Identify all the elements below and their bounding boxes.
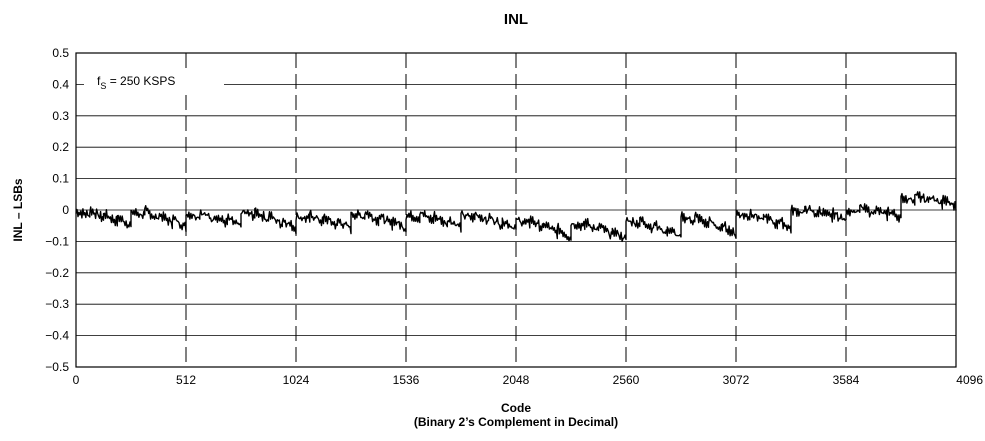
y-tick-label: 0.2 [52,140,69,154]
sample-rate-annotation: fS = 250 KSPS [97,74,175,91]
annotation-background [84,72,224,90]
x-tick-label: 2048 [503,373,530,387]
x-tick-label: 3072 [723,373,750,387]
y-tick-labels: 0.5 0.4 0.3 0.2 0.1 0 −0.1 −0.2 −0.3 −0.4 −0.5 [45,46,69,374]
inl-series-line [75,191,957,243]
y-tick-label: 0.3 [52,109,69,123]
y-tick-label: −0.2 [45,266,69,280]
y-tick-label: −0.4 [45,329,69,343]
grid-lines [76,53,956,367]
x-tick-label: 1024 [283,373,310,387]
x-tick-label: 3584 [833,373,860,387]
x-tick-label: 4096 [956,373,983,387]
x-tick-label: 512 [176,373,196,387]
y-tick-label: 0.5 [52,46,69,60]
x-tick-label: 1536 [393,373,420,387]
y-tick-label: 0 [62,203,69,217]
y-tick-label: 0.4 [52,77,69,91]
y-tick-label: −0.5 [45,360,69,374]
y-tick-label: 0.1 [52,172,69,186]
y-tick-label: −0.1 [45,234,69,248]
y-axis-title: INL – LSBs [11,178,25,241]
x-tick-label: 0 [73,373,80,387]
chart-title: INL [504,11,528,28]
x-tick-label: 2560 [613,373,640,387]
x-axis-title: Code [501,401,531,415]
y-tick-label: −0.3 [45,297,69,311]
x-tick-labels: 0 512 1024 1536 2048 2560 3072 3584 4096 [73,373,984,387]
x-axis-subtitle: (Binary 2’s Complement in Decimal) [414,415,618,429]
